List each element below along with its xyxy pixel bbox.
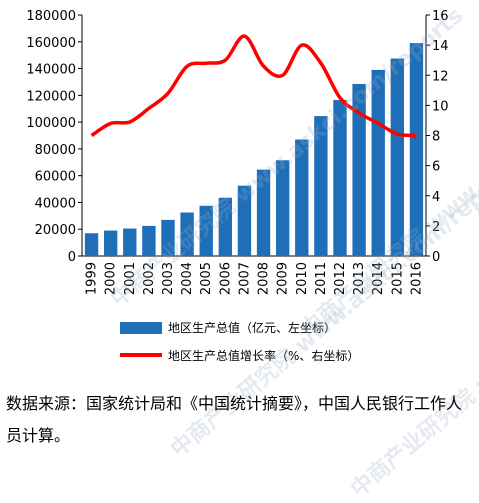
left-tick-label: 120000 [26, 89, 76, 104]
left-tick-label: 100000 [26, 116, 76, 131]
x-axis: 1999 2000 2001 2002 2003 2004 2005 2006 2007 2008… [82, 256, 426, 295]
bar [295, 140, 308, 256]
legend-label-gdp: 地区生产总值（亿元、左坐标） [168, 320, 336, 335]
x-tick-label: 2009 [276, 262, 291, 295]
bar [372, 70, 385, 256]
legend-swatch-gdp [120, 322, 162, 334]
x-tick-label: 2004 [180, 262, 195, 295]
x-tick-label: 2012 [333, 262, 348, 295]
bar [219, 198, 232, 256]
x-tick-label: 2005 [199, 262, 214, 295]
left-tick-label: 140000 [26, 63, 76, 78]
right-tick-label: 2 [432, 220, 440, 235]
legend: 地区生产总值（亿元、左坐标） 地区生产总值增长率（%、右坐标） [120, 320, 359, 363]
left-tick-label: 40000 [35, 196, 76, 211]
left-tick-label: 180000 [26, 9, 76, 24]
bar [161, 220, 174, 256]
chart: 0200004000060000800001000001200001400001… [0, 0, 479, 380]
x-tick-label: 2015 [390, 262, 405, 295]
bar [85, 233, 98, 256]
right-tick-label: 6 [432, 160, 440, 175]
bar [123, 229, 136, 256]
right-tick-label: 0 [432, 250, 440, 265]
bar [276, 160, 289, 256]
x-tick-label: 2001 [123, 262, 138, 295]
x-tick-label: 2006 [218, 262, 233, 295]
x-tick-label: 2010 [295, 262, 310, 295]
left-tick-label: 160000 [26, 36, 76, 51]
right-tick-label: 8 [432, 130, 440, 145]
left-tick-label: 0 [68, 250, 76, 265]
right-tick-label: 10 [432, 99, 449, 114]
right-y-axis: 0 2 4 6 8 10 12 14 16 [426, 9, 449, 265]
bar [314, 116, 327, 256]
bar [333, 100, 346, 256]
x-tick-label: 2014 [371, 262, 386, 295]
right-tick-label: 16 [432, 9, 449, 24]
left-tick-label: 80000 [35, 143, 76, 158]
bar [180, 212, 193, 256]
x-tick-label: 1999 [85, 262, 100, 295]
x-tick-label: 2011 [314, 262, 329, 295]
bar [200, 206, 213, 256]
bar [410, 43, 423, 256]
x-tick-label: 2002 [142, 262, 157, 295]
x-tick-label: 2016 [409, 262, 424, 295]
growth-line [92, 36, 417, 135]
bar-series [85, 43, 423, 256]
source-note: 数据来源：国家统计局和《中国统计摘要》，中国人民银行工作人员计算。 [6, 388, 474, 452]
bar [142, 226, 155, 256]
right-tick-label: 12 [432, 69, 449, 84]
bar [257, 170, 270, 256]
x-tick-label: 2008 [257, 262, 272, 295]
legend-label-growth: 地区生产总值增长率（%、右坐标） [168, 348, 359, 363]
bar [391, 59, 404, 256]
x-tick-label: 2000 [104, 262, 119, 295]
bar [238, 186, 251, 256]
x-tick-label: 2007 [237, 262, 252, 295]
left-tick-label: 20000 [35, 223, 76, 238]
right-tick-label: 4 [432, 190, 440, 205]
right-tick-label: 14 [432, 39, 449, 54]
bar [104, 231, 117, 256]
x-tick-label: 2013 [352, 262, 367, 295]
left-y-axis: 0 20000 40000 60000 80000 100000 120000 140000 1… [26, 9, 82, 265]
x-tick-label: 2003 [161, 262, 176, 295]
left-tick-label: 60000 [35, 170, 76, 185]
line-series [91, 36, 416, 136]
